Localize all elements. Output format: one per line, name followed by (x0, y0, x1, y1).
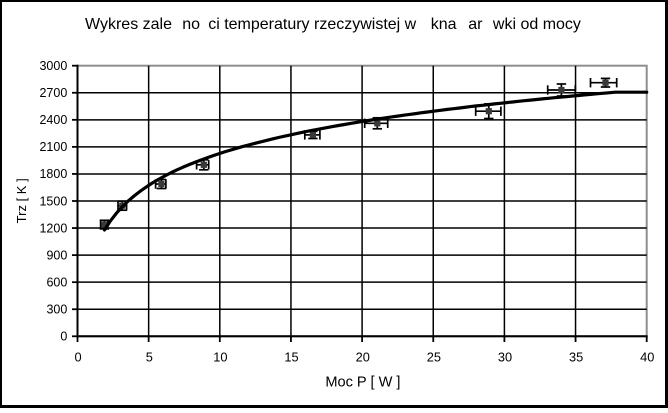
svg-text:no: no (182, 16, 200, 33)
svg-text:25: 25 (427, 349, 441, 364)
svg-text:5: 5 (146, 349, 153, 364)
svg-text:Trz [ K ]: Trz [ K ] (14, 178, 29, 223)
svg-text:ar: ar (468, 16, 483, 33)
svg-text:Moc P [ W ]: Moc P [ W ] (325, 375, 400, 391)
svg-text:2400: 2400 (39, 113, 67, 127)
svg-text:900: 900 (46, 248, 67, 262)
svg-text:1800: 1800 (39, 167, 67, 181)
svg-text:3000: 3000 (39, 59, 67, 73)
svg-text:300: 300 (46, 303, 67, 317)
svg-text:0: 0 (75, 349, 82, 364)
svg-text:40: 40 (640, 349, 654, 364)
svg-text:20: 20 (356, 349, 370, 364)
svg-text:2100: 2100 (39, 140, 67, 154)
svg-text:30: 30 (498, 349, 512, 364)
svg-text:wki od mocy: wki od mocy (492, 16, 581, 33)
svg-text:0: 0 (60, 330, 67, 344)
svg-text:2700: 2700 (39, 86, 67, 100)
svg-text:10: 10 (213, 349, 227, 364)
svg-text:15: 15 (284, 349, 298, 364)
svg-text:1200: 1200 (39, 221, 67, 235)
svg-text:600: 600 (46, 275, 67, 289)
svg-text:1500: 1500 (39, 194, 67, 208)
svg-text:Wykres zale: Wykres zale (85, 16, 172, 33)
svg-text:35: 35 (569, 349, 583, 364)
svg-text:ci temperatury rzeczywistej w: ci temperatury rzeczywistej w (208, 16, 416, 33)
svg-text:kna: kna (431, 16, 457, 33)
